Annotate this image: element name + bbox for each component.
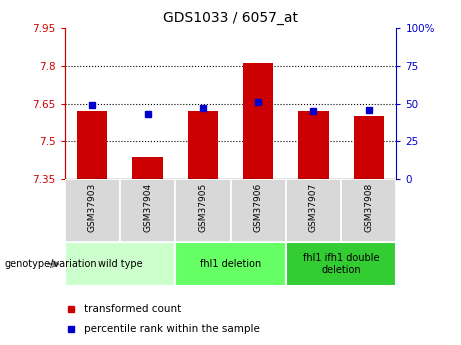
Text: wild type: wild type xyxy=(98,259,142,269)
Bar xyxy=(65,241,175,286)
Bar xyxy=(65,179,120,242)
Text: GSM37908: GSM37908 xyxy=(364,183,373,232)
Bar xyxy=(354,116,384,179)
Text: GSM37903: GSM37903 xyxy=(88,183,97,232)
Text: transformed count: transformed count xyxy=(84,304,182,314)
Text: GSM37905: GSM37905 xyxy=(198,183,207,232)
Bar xyxy=(286,241,396,286)
Text: fhl1 ifh1 double
deletion: fhl1 ifh1 double deletion xyxy=(303,253,379,275)
Bar xyxy=(120,179,175,242)
Text: fhl1 deletion: fhl1 deletion xyxy=(200,259,261,269)
Bar xyxy=(132,157,163,179)
Bar xyxy=(188,111,218,179)
Bar xyxy=(77,111,107,179)
Text: GSM37904: GSM37904 xyxy=(143,183,152,231)
Text: GSM37906: GSM37906 xyxy=(254,183,263,232)
Bar xyxy=(243,63,273,179)
Text: percentile rank within the sample: percentile rank within the sample xyxy=(84,324,260,334)
Bar xyxy=(298,111,329,179)
Title: GDS1033 / 6057_at: GDS1033 / 6057_at xyxy=(163,11,298,25)
Bar xyxy=(175,179,230,242)
Bar xyxy=(286,179,341,242)
Text: GSM37907: GSM37907 xyxy=(309,183,318,232)
Bar xyxy=(230,179,286,242)
Text: genotype/variation: genotype/variation xyxy=(5,259,97,269)
Bar xyxy=(341,179,396,242)
Bar xyxy=(175,241,286,286)
